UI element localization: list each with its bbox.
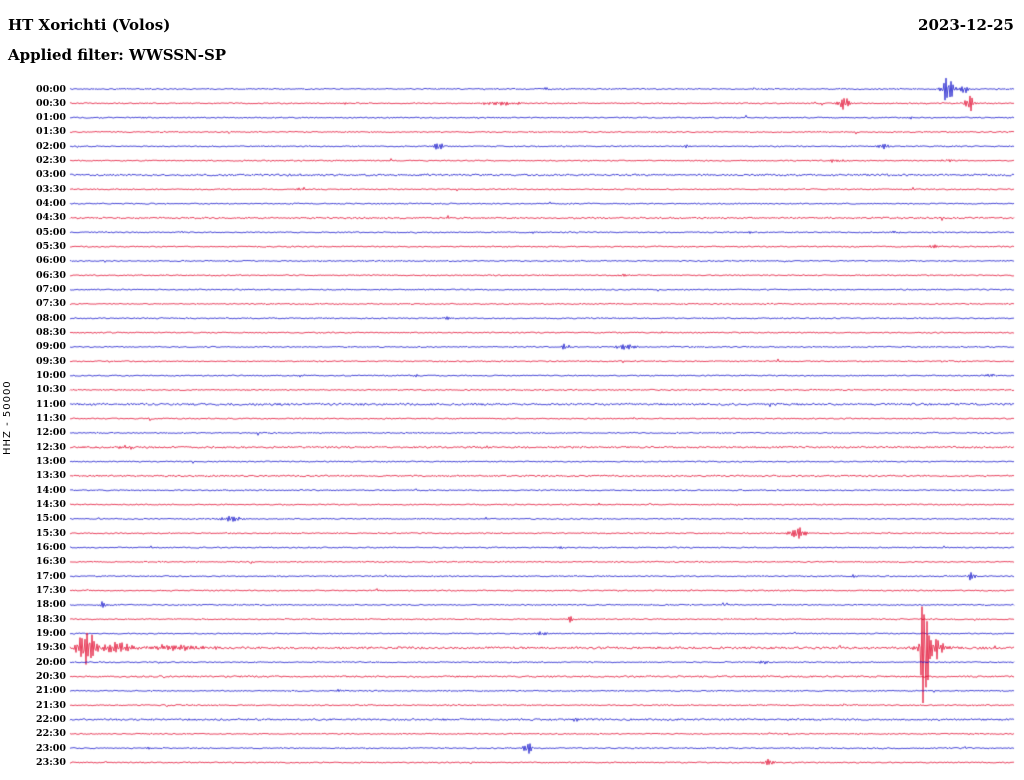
applied-filter-label: Applied filter: WWSSN-SP <box>8 46 227 64</box>
channel-scale-label: HHZ - 50000 <box>2 380 13 455</box>
record-date: 2023-12-25 <box>918 16 1014 34</box>
station-title: HT Xorichti (Volos) <box>8 16 171 34</box>
